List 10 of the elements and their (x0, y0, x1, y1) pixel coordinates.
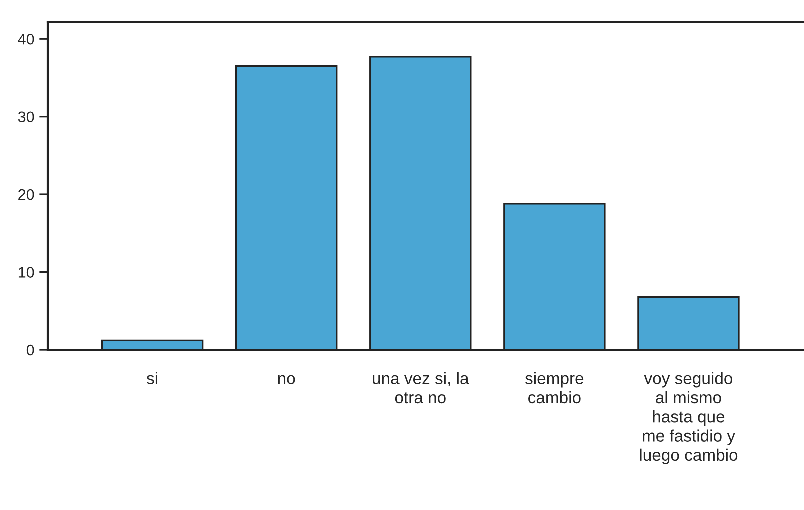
y-tick-label: 0 (26, 344, 34, 356)
x-tick-label: una vez si, la otra no (373, 372, 470, 404)
x-tick-label: si (147, 372, 158, 384)
y-tick-label: 30 (18, 112, 34, 123)
y-tick-label: 10 (18, 267, 34, 278)
x-tick-label: voy seguido al mismo hasta que me fastidio y luego cambio (640, 372, 738, 464)
x-tick-label: siempre cambio (526, 372, 584, 404)
y-tick-label: 20 (18, 189, 34, 200)
x-tick-label: no (278, 375, 296, 384)
y-tick-label: 40 (18, 34, 34, 45)
